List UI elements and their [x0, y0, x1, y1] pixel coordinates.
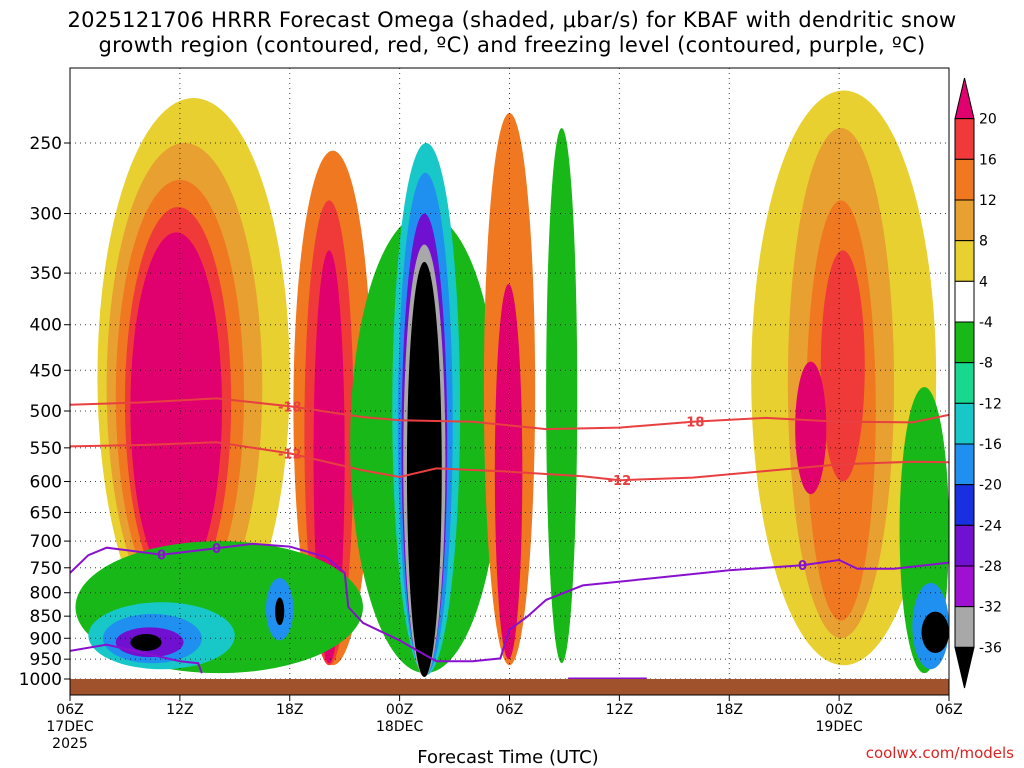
colorbar-segment-12	[954, 565, 975, 608]
y-tick-label-450: 450	[30, 361, 62, 381]
y-tick-label-300: 300	[30, 204, 62, 224]
colorbar-label-4: 4	[979, 274, 988, 290]
x-tick-label-7: 00Z	[825, 702, 852, 718]
freezing-level-contour-lower	[70, 643, 203, 674]
colorbar-label-3: 8	[979, 234, 988, 250]
dgz-contour-label: -12	[278, 447, 302, 462]
colorbar-label-1: 16	[979, 152, 997, 168]
colorbar-label-6: -8	[979, 356, 993, 372]
colorbar-segment-4	[954, 240, 975, 282]
colorbar: 20 16 12 8 4 -4 -8 -12 -16 -20 -24 -28 -32 -36	[954, 77, 1002, 689]
x-year-label-0: 2025	[52, 736, 88, 752]
omega-feature-4	[130, 232, 222, 583]
colorbar-label-8: -16	[979, 437, 1002, 453]
x-date-label-3: 18DEC	[376, 719, 423, 735]
omega-feature-13	[406, 261, 442, 678]
credit-text[interactable]: coolwx.com/models	[865, 744, 1014, 762]
colorbar-segment-11	[954, 524, 975, 567]
x-tick-label-6: 18Z	[716, 702, 743, 718]
colorbar-label-13: -36	[979, 640, 1002, 656]
x-date-label-0: 17DEC	[46, 719, 93, 735]
colorbar-label-9: -20	[979, 478, 1002, 494]
y-tick-label-250: 250	[30, 134, 62, 154]
colorbar-segment-10	[954, 484, 975, 526]
chart-title-line-1: 2025121706 HRRR Forecast Omega (shaded, …	[67, 8, 957, 32]
colorbar-label-11: -28	[979, 559, 1002, 575]
colorbar-segment-1	[954, 118, 975, 160]
colorbar-segment-6	[954, 321, 975, 364]
colorbar-segment-7	[954, 362, 975, 404]
omega-shading	[75, 90, 949, 678]
omega-feature-21	[795, 361, 827, 495]
omega-feature-20	[820, 250, 865, 482]
omega-feature-31	[275, 597, 285, 626]
x-tick-label-2: 18Z	[276, 702, 303, 718]
y-tick-label-500: 500	[30, 402, 62, 422]
freezing-level-label: 0	[798, 559, 807, 574]
y-tick-label-950: 950	[30, 650, 62, 670]
colorbar-segment-13	[954, 606, 975, 648]
x-tick-label-1: 12Z	[166, 702, 193, 718]
colorbar-label-10: -24	[979, 518, 1002, 534]
colorbar-label-2: 12	[979, 193, 997, 209]
colorbar-label-12: -32	[979, 600, 1002, 616]
dgz-contour-label: -12	[608, 474, 632, 489]
y-tick-label-900: 900	[30, 629, 62, 649]
colorbar-label-5: -4	[979, 315, 993, 331]
y-tick-label-650: 650	[30, 503, 62, 523]
omega-feature-24	[921, 611, 949, 654]
y-tick-label-850: 850	[30, 607, 62, 627]
dgz-contour-1	[70, 441, 949, 482]
y-axis: 2503003504004505005506006507007508008509…	[19, 134, 70, 690]
x-tick-label-4: 06Z	[496, 702, 523, 718]
omega-feature-7	[313, 250, 345, 664]
colorbar-label-7: -12	[979, 396, 1002, 412]
omega-feature-16	[546, 128, 578, 664]
colorbar-label-0: 20	[979, 112, 997, 128]
y-tick-label-350: 350	[30, 264, 62, 284]
x-date-label-7: 19DEC	[816, 719, 863, 735]
omega-feature-29	[130, 633, 162, 651]
x-tick-label-3: 00Z	[386, 702, 413, 718]
colorbar-segment-3	[954, 199, 975, 242]
colorbar-segment-5	[954, 280, 975, 323]
terrain-band	[70, 679, 949, 695]
colorbar-segment-8	[954, 402, 975, 445]
x-tick-label-0: 06Z	[56, 702, 83, 718]
x-tick-label-8: 06Z	[935, 702, 962, 718]
chart-title-line-2: growth region (contoured, red, ºC) and f…	[98, 33, 926, 57]
y-tick-label-1000: 1000	[19, 670, 62, 690]
y-tick-label-600: 600	[30, 472, 62, 492]
colorbar-segment-2	[954, 158, 975, 201]
y-tick-label-700: 700	[30, 532, 62, 552]
x-tick-label-5: 12Z	[606, 702, 633, 718]
x-axis-label: Forecast Time (UTC)	[417, 747, 598, 768]
colorbar-cap-top	[954, 77, 975, 120]
y-tick-label-550: 550	[30, 439, 62, 459]
terrain	[70, 679, 949, 695]
y-tick-label-800: 800	[30, 584, 62, 604]
y-tick-label-750: 750	[30, 559, 62, 579]
dgz-contour-label: -18	[681, 416, 705, 431]
y-tick-label-400: 400	[30, 316, 62, 336]
freezing-level-label: 0	[157, 549, 166, 564]
freezing-level-contour	[70, 542, 949, 663]
colorbar-cap-bottom	[954, 646, 975, 689]
dgz-contour-0	[70, 397, 949, 431]
dgz-contour-label: -18	[278, 400, 302, 415]
freezing-level-label: 0	[212, 542, 221, 557]
colorbar-segment-9	[954, 443, 975, 486]
